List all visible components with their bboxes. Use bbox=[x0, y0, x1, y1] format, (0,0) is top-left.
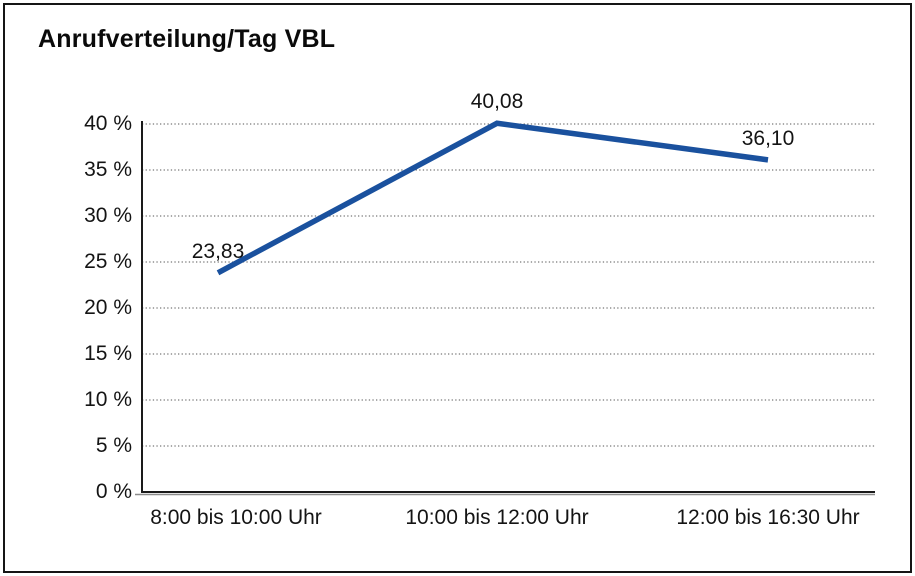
data-line-series bbox=[216, 120, 769, 276]
y-axis-tick-label: 40 % bbox=[84, 112, 132, 135]
chart-canvas bbox=[135, 120, 875, 496]
x-axis-category-label: 8:00 bis 10:00 Uhr bbox=[150, 506, 322, 529]
y-axis-tick-label: 35 % bbox=[84, 158, 132, 181]
data-point-label: 36,10 bbox=[741, 126, 795, 150]
data-point-label: 40,08 bbox=[470, 90, 524, 114]
y-axis-tick-label: 20 % bbox=[84, 296, 132, 319]
chart-title: Anrufverteilung/Tag VBL bbox=[38, 25, 336, 53]
y-axis-tick-label: 0 % bbox=[95, 480, 132, 503]
chart-frame: Anrufverteilung/Tag VBL 0 % 5 % 10 % 15 % 20… bbox=[3, 3, 912, 573]
y-axis-tick-label: 25 % bbox=[84, 250, 132, 273]
x-axis-category-label: 10:00 bis 12:00 Uhr bbox=[405, 506, 589, 529]
data-point-label: 23,83 bbox=[191, 239, 245, 263]
y-axis-tick-label: 5 % bbox=[95, 434, 132, 457]
x-axis-category-label: 12:00 bis 16:30 Uhr bbox=[676, 506, 860, 529]
y-axis-tick-label: 15 % bbox=[84, 342, 132, 365]
plot-root: 0 % 5 % 10 % 15 % 20 % 25 % 30 % 35 % 40 % 23,83 4… bbox=[5, 5, 910, 571]
y-axis-tick-label: 30 % bbox=[84, 204, 132, 227]
y-axis-tick-label: 10 % bbox=[84, 388, 132, 411]
